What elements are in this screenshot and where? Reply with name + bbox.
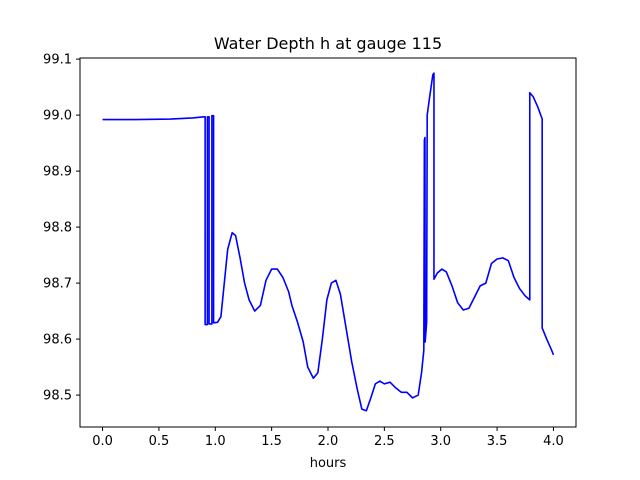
y-tick-label: 99.0 — [43, 109, 72, 124]
x-tick-label: 1.5 — [261, 434, 282, 449]
x-tick-label: 1.0 — [205, 434, 226, 449]
x-tick-label: 0.5 — [149, 434, 170, 449]
plot-area — [80, 58, 576, 427]
y-tick-label: 98.6 — [43, 333, 72, 348]
x-tick-label: 0.0 — [92, 434, 113, 449]
series-line — [102, 72, 555, 412]
y-tick-label: 98.5 — [43, 389, 72, 404]
x-tick-label: 4.0 — [543, 434, 564, 449]
y-tick-label: 98.8 — [43, 221, 72, 236]
chart-title: Water Depth h at gauge 115 — [214, 34, 442, 53]
y-tick-label: 99.1 — [43, 53, 72, 68]
series-layer — [102, 72, 555, 412]
x-axis: 0.0 0.5 1.0 1.5 2.0 2.5 3.0 3.5 4.0 — [92, 427, 564, 449]
x-tick-label: 3.0 — [430, 434, 451, 449]
x-tick-label: 2.5 — [374, 434, 395, 449]
x-axis-label: hours — [310, 456, 347, 471]
y-tick-label: 98.7 — [43, 277, 72, 292]
x-tick-label: 2.0 — [318, 434, 339, 449]
x-tick-label: 3.5 — [487, 434, 508, 449]
y-tick-label: 98.9 — [43, 165, 72, 180]
y-axis: 98.5 98.6 98.7 98.8 98.9 99.0 99.1 — [43, 53, 80, 404]
